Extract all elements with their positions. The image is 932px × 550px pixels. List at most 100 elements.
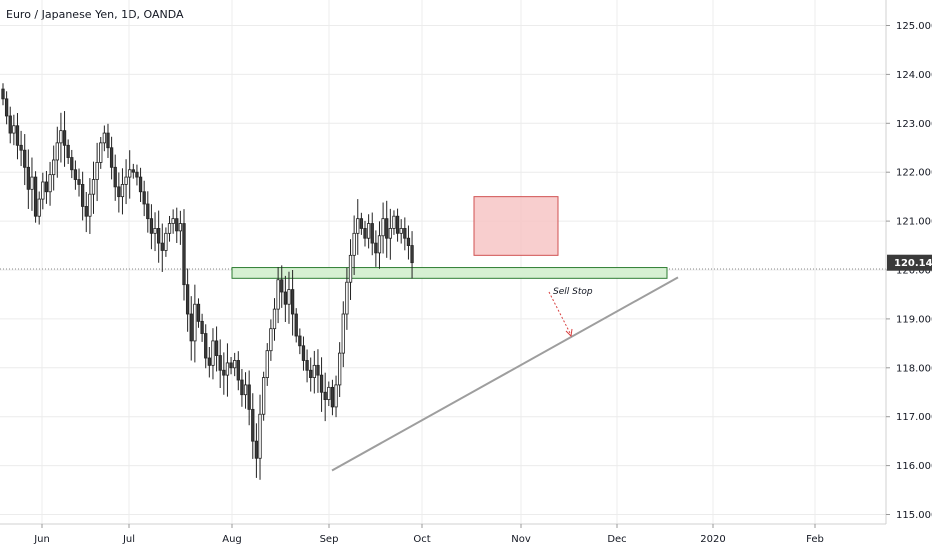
- candle: [120, 168, 125, 215]
- candle-body: [128, 169, 132, 178]
- candle-body: [135, 171, 139, 178]
- candle-body: [403, 228, 407, 239]
- candle-body: [370, 223, 374, 244]
- candle-body: [33, 176, 38, 217]
- chart-grid: [0, 0, 886, 524]
- candle-body: [59, 130, 63, 144]
- price-tick-label: 115.000: [896, 510, 932, 521]
- candle: [381, 202, 385, 254]
- candle-body: [189, 313, 193, 342]
- range-box: [473, 196, 559, 256]
- candle: [62, 111, 67, 167]
- candle-body: [388, 228, 392, 239]
- candle-body: [131, 169, 135, 173]
- candle: [185, 268, 190, 332]
- candle-body: [236, 360, 240, 381]
- candle-body: [233, 360, 237, 369]
- candle: [334, 375, 338, 418]
- candle: [280, 265, 284, 308]
- candles-layer: [1, 83, 414, 480]
- candle-body: [305, 360, 309, 371]
- candle-body: [149, 218, 154, 234]
- candle-body: [352, 232, 356, 256]
- candle-body: [109, 147, 114, 168]
- candle-body: [84, 206, 88, 217]
- candle-body: [399, 228, 403, 234]
- candle: [73, 160, 78, 190]
- candle: [395, 208, 400, 242]
- price-axis: 125.000 124.000 123.000 122.000 121.000 120.0…: [886, 21, 932, 521]
- candle-body: [73, 169, 78, 180]
- candle-body: [298, 335, 302, 347]
- candle: [330, 379, 335, 416]
- candle: [305, 349, 309, 383]
- candle: [128, 150, 132, 199]
- candle: [385, 200, 389, 258]
- candle-body: [385, 218, 389, 239]
- candle-body: [251, 408, 255, 442]
- candle: [363, 220, 367, 247]
- candle-body: [240, 379, 244, 396]
- candle: [52, 145, 56, 191]
- candle-body: [204, 333, 208, 359]
- candle: [272, 298, 277, 341]
- last-price-badge: [887, 254, 932, 271]
- candle-body: [200, 320, 204, 334]
- candle-body: [70, 157, 74, 171]
- candle-body: [26, 166, 30, 190]
- candle-body: [120, 184, 125, 198]
- candle-body: [327, 386, 331, 400]
- candle-body: [406, 237, 411, 246]
- candle-body: [66, 144, 70, 158]
- candle: [138, 167, 143, 202]
- candle: [175, 207, 179, 243]
- candle: [356, 199, 360, 255]
- time-tick-label: Jul: [122, 534, 135, 545]
- candle: [247, 370, 251, 426]
- candle-body: [124, 176, 128, 185]
- candle: [251, 393, 255, 459]
- candle: [269, 319, 273, 361]
- candle: [171, 209, 175, 234]
- candle: [359, 212, 364, 235]
- candle-body: [280, 279, 284, 293]
- price-tick-label: 118.000: [896, 363, 932, 374]
- zones-layer: [231, 196, 668, 279]
- candle: [66, 139, 70, 164]
- candle: [374, 230, 378, 267]
- candle: [338, 342, 342, 398]
- candle: [287, 271, 291, 324]
- candle: [15, 113, 20, 160]
- candle: [12, 114, 16, 146]
- candle: [95, 142, 99, 202]
- candle: [135, 164, 139, 186]
- candle-body: [80, 184, 85, 207]
- candle-body: [99, 142, 103, 163]
- candle-body: [374, 242, 378, 254]
- candle: [240, 369, 244, 407]
- candle: [345, 267, 349, 330]
- candle-body: [276, 279, 280, 310]
- candle: [229, 357, 233, 375]
- candle-body: [88, 193, 92, 217]
- candle: [316, 349, 320, 393]
- candle-body: [171, 218, 175, 224]
- projection-arrow-head: [565, 328, 573, 338]
- candle-body: [258, 413, 262, 459]
- candle-body: [91, 179, 96, 195]
- candle: [142, 180, 146, 217]
- candle: [164, 227, 168, 257]
- candle-body: [142, 191, 146, 205]
- candle: [33, 171, 38, 223]
- candle-body: [1, 88, 5, 100]
- candle: [309, 357, 313, 392]
- candle-body: [359, 218, 364, 229]
- candle-body: [377, 235, 382, 254]
- candle-body: [193, 303, 197, 342]
- projection-arrow: [548, 291, 572, 336]
- candle-body: [218, 355, 222, 371]
- candle-body: [117, 186, 121, 198]
- time-tick-label: Sep: [320, 534, 339, 545]
- candle-body: [4, 98, 9, 117]
